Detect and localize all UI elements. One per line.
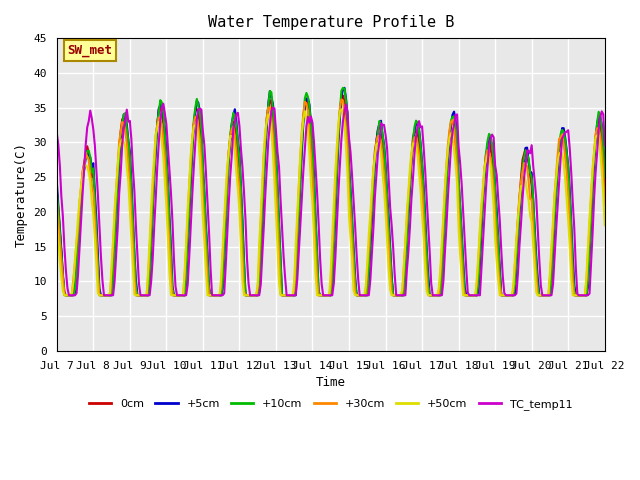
TC_temp11 [537,283,545,288]
+30cm [62,292,70,298]
0cm [399,292,406,298]
+10cm [368,210,376,216]
+10cm [70,292,77,298]
+30cm [537,292,545,298]
+50cm [70,279,77,285]
TC_temp11 [156,119,164,124]
+50cm [61,292,68,298]
+10cm [339,85,347,91]
TC_temp11 [159,101,167,107]
Y-axis label: Temperature(C): Temperature(C) [15,142,28,247]
0cm [387,257,394,263]
+30cm [53,196,61,202]
TC_temp11 [368,252,376,258]
0cm [368,202,376,207]
0cm [70,290,77,296]
Legend: 0cm, +5cm, +10cm, +30cm, +50cm, TC_temp11: 0cm, +5cm, +10cm, +30cm, +50cm, TC_temp1… [84,394,577,414]
+10cm [156,97,164,103]
TC_temp11 [65,292,73,298]
+50cm [156,124,164,130]
Title: Water Temperature Profile B: Water Temperature Profile B [207,15,454,30]
+50cm [601,222,609,228]
TC_temp11 [53,130,61,136]
TC_temp11 [399,292,406,298]
0cm [601,183,609,189]
+30cm [368,192,376,198]
+5cm [70,292,77,298]
+5cm [53,179,61,184]
Line: +30cm: +30cm [57,99,605,295]
+50cm [387,287,394,292]
+10cm [399,292,406,298]
+5cm [156,103,164,108]
+5cm [387,244,394,250]
+5cm [368,219,376,225]
+10cm [537,292,545,298]
Line: +5cm: +5cm [57,88,605,295]
Line: +50cm: +50cm [57,109,605,295]
+10cm [53,189,61,194]
Line: +10cm: +10cm [57,88,605,295]
0cm [62,292,70,298]
Line: TC_temp11: TC_temp11 [57,104,605,295]
+30cm [156,117,164,123]
+30cm [387,267,394,273]
Line: 0cm: 0cm [57,96,605,295]
+30cm [70,275,77,281]
+5cm [62,292,70,298]
0cm [53,187,61,193]
0cm [156,104,164,110]
+50cm [53,216,61,222]
+10cm [601,174,609,180]
Text: SW_met: SW_met [68,44,113,57]
+5cm [340,85,348,91]
+50cm [399,286,406,292]
0cm [537,292,545,298]
+5cm [601,173,609,179]
+50cm [537,292,545,298]
+10cm [61,292,68,298]
TC_temp11 [70,292,77,298]
X-axis label: Time: Time [316,376,346,389]
+50cm [337,107,345,112]
+10cm [387,248,394,254]
TC_temp11 [387,204,394,210]
+30cm [337,96,345,102]
+5cm [399,292,406,298]
+50cm [368,188,376,193]
+5cm [537,292,545,298]
0cm [339,93,347,98]
TC_temp11 [601,143,609,148]
+30cm [399,289,406,295]
+30cm [601,202,609,208]
